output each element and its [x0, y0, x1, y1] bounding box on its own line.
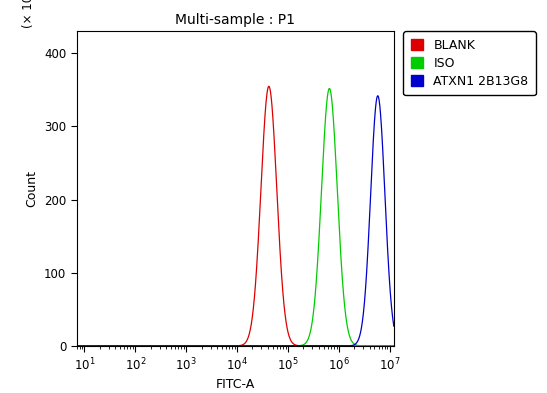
Legend: BLANK, ISO, ATXN1 2B13G8: BLANK, ISO, ATXN1 2B13G8	[403, 31, 536, 95]
Y-axis label: Count: Count	[25, 170, 38, 207]
Title: Multi-sample : P1: Multi-sample : P1	[175, 13, 295, 28]
Text: (× 10¹): (× 10¹)	[22, 0, 36, 28]
X-axis label: FITC-A: FITC-A	[216, 378, 255, 391]
